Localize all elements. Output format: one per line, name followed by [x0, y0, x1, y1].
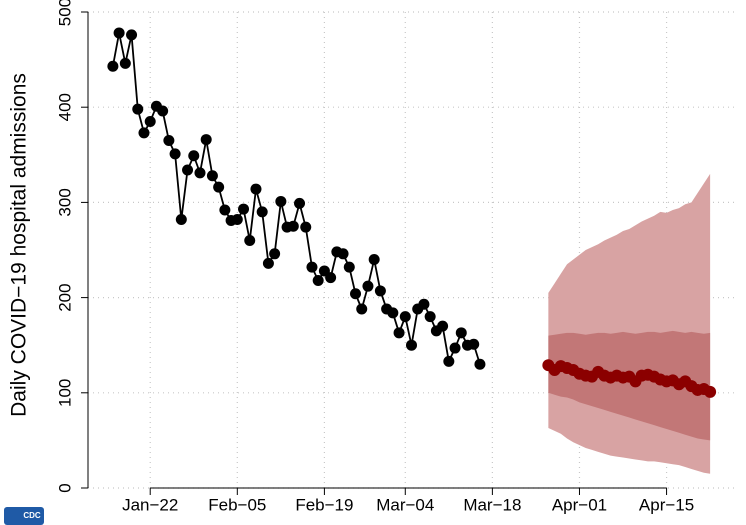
- x-tick-label: Feb−19: [295, 495, 353, 514]
- observed-point: [443, 355, 455, 367]
- observed-point: [368, 254, 380, 266]
- observed-point: [219, 204, 231, 216]
- observed-point: [188, 150, 200, 162]
- observed-point: [182, 164, 194, 176]
- logo-badge: [4, 507, 44, 525]
- observed-line: [111, 32, 481, 365]
- observed-point: [119, 57, 131, 69]
- x-tick-label: Mar−04: [376, 495, 434, 514]
- observed-point: [337, 248, 349, 260]
- observed-point: [269, 248, 281, 260]
- observed-point: [306, 261, 318, 273]
- y-tick-label: 0: [55, 483, 74, 492]
- observed-point: [287, 220, 299, 232]
- y-tick-label: 200: [55, 283, 74, 311]
- observed-point: [406, 339, 417, 351]
- observed-point: [418, 298, 430, 310]
- observed-point: [387, 307, 399, 319]
- observed-point: [194, 167, 206, 179]
- observed-point: [231, 214, 243, 226]
- y-tick-label: 500: [55, 0, 74, 26]
- observed-point: [325, 272, 337, 284]
- observed-point: [132, 103, 144, 115]
- observed-point: [126, 29, 138, 41]
- observed-point: [206, 170, 218, 182]
- y-tick-label: 300: [55, 188, 74, 216]
- logo-text: CDC: [23, 511, 41, 520]
- x-tick-label: Mar−18: [463, 495, 521, 514]
- observed-point: [275, 195, 287, 207]
- observed-point: [138, 127, 150, 139]
- observed-point: [163, 135, 175, 147]
- observed-point: [250, 183, 262, 195]
- observed-point: [294, 197, 306, 209]
- observed-point: [399, 311, 411, 323]
- observed-point: [393, 327, 405, 339]
- logo: CDC: [4, 507, 44, 525]
- observed-point: [238, 203, 250, 215]
- observed-point: [374, 285, 386, 297]
- x-tick-label: Apr−15: [639, 495, 694, 514]
- observed-point: [300, 221, 312, 233]
- observed-point: [356, 303, 368, 315]
- observed-point: [107, 60, 119, 72]
- observed-point: [175, 214, 187, 226]
- observed-point: [312, 274, 324, 286]
- observed-point: [244, 234, 256, 246]
- observed-point: [437, 320, 449, 332]
- observed-point: [113, 27, 125, 39]
- observed-point: [256, 206, 268, 218]
- observed-point: [262, 257, 274, 269]
- y-tick-label: 400: [55, 93, 74, 121]
- forecast-band: [548, 330, 711, 441]
- observed-point: [343, 261, 355, 273]
- observed-point: [362, 280, 374, 292]
- observed-point: [200, 134, 212, 146]
- observed-point: [144, 115, 156, 127]
- observed-point: [424, 311, 436, 323]
- x-tick-label: Jan−22: [122, 495, 178, 514]
- x-tick-label: Feb−05: [208, 495, 266, 514]
- observed-point: [455, 327, 467, 339]
- forecast-point: [704, 385, 717, 398]
- y-tick-label: 100: [55, 379, 74, 407]
- observed-point: [169, 148, 181, 160]
- observed-point: [213, 181, 225, 193]
- observed-point: [350, 288, 362, 300]
- observed-point: [157, 105, 169, 117]
- observed-point: [449, 342, 461, 354]
- observed-point: [468, 338, 480, 350]
- x-tick-label: Apr−01: [552, 495, 607, 514]
- observed-point: [474, 358, 486, 370]
- y-axis-label: Daily COVID−19 hospital admissions: [8, 73, 31, 417]
